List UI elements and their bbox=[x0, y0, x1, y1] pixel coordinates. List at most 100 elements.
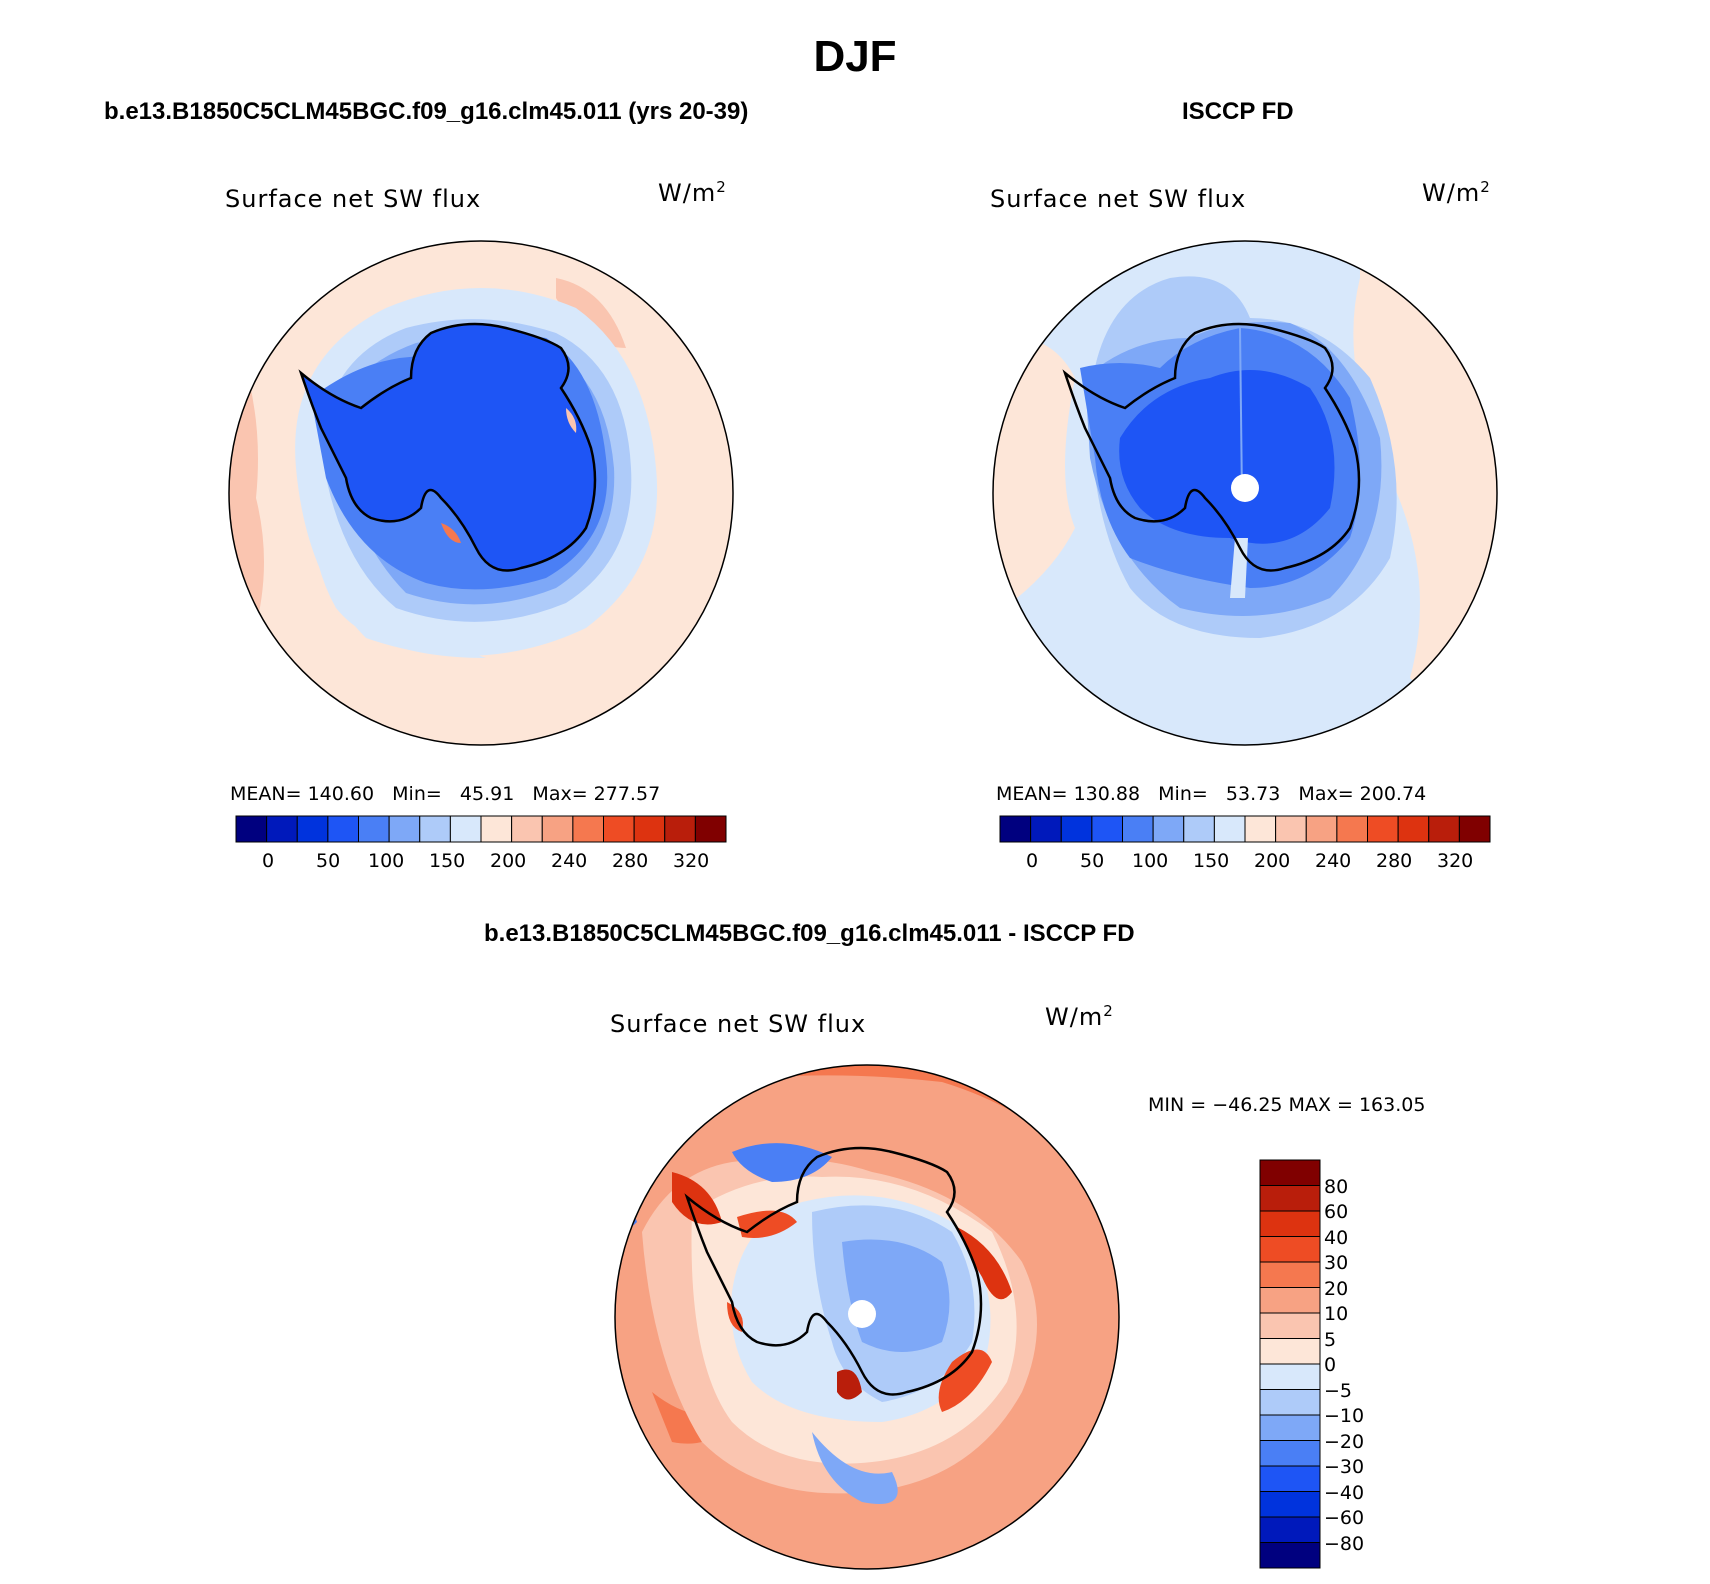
figure-season-title: DJF bbox=[813, 32, 897, 81]
colorbar-tick: −30 bbox=[1324, 1456, 1365, 1478]
colorbar-cell bbox=[1259, 1338, 1321, 1365]
colorbar-tick: 30 bbox=[1324, 1252, 1349, 1274]
diff-field-pos-patch bbox=[672, 1172, 722, 1225]
colorbar-tick: 280 bbox=[612, 850, 649, 872]
model-polar-map bbox=[228, 240, 734, 746]
colorbar-tick: 0 bbox=[1324, 1354, 1337, 1376]
colorbar-tick: 280 bbox=[1376, 850, 1413, 872]
diff-polar-map bbox=[614, 1064, 1120, 1570]
model-field-warm-patch bbox=[556, 278, 626, 348]
colorbar-tick: −40 bbox=[1324, 1482, 1365, 1504]
colorbar-tick: 320 bbox=[1437, 850, 1474, 872]
obs-field-interior-25 bbox=[1119, 370, 1335, 544]
model-field-warm-patch bbox=[441, 523, 461, 543]
colorbar-cell bbox=[388, 815, 421, 843]
colorbar-cell bbox=[327, 815, 360, 843]
model-map-boundary bbox=[228, 240, 734, 746]
colorbar-cell bbox=[1152, 815, 1185, 843]
colorbar-cell bbox=[1367, 815, 1399, 843]
colorbar-cell bbox=[1259, 1516, 1321, 1543]
diff-units-label: W/m2 bbox=[1045, 1002, 1114, 1031]
colorbar-cell bbox=[603, 815, 635, 843]
colorbar-cell bbox=[1259, 1261, 1321, 1288]
diff-field-pos-patch bbox=[837, 1369, 862, 1400]
colorbar-tick: −60 bbox=[1324, 1507, 1365, 1529]
colorbar-cell bbox=[1060, 815, 1093, 843]
diff-pole-missing-data bbox=[848, 1300, 876, 1328]
colorbar-tick: 60 bbox=[1324, 1201, 1349, 1223]
model-colorbar bbox=[235, 815, 727, 843]
model-antarctic-interior bbox=[301, 324, 595, 571]
colorbar-cell bbox=[633, 815, 666, 843]
colorbar-cell bbox=[1259, 1440, 1321, 1467]
colorbar-tick: 50 bbox=[316, 850, 341, 872]
diff-field-neg-patch bbox=[812, 1432, 898, 1504]
colorbar-tick: 5 bbox=[1324, 1329, 1337, 1351]
obs-field-seam bbox=[1239, 327, 1243, 499]
colorbar-cell bbox=[1122, 815, 1154, 843]
colorbar-cell bbox=[1030, 815, 1062, 843]
colorbar-cell bbox=[1183, 815, 1215, 843]
diff-panel-title: b.e13.B1850C5CLM45BGC.f09_g16.clm45.011 … bbox=[484, 920, 1135, 947]
colorbar-tick: 100 bbox=[1132, 850, 1169, 872]
model-variable-label: Surface net SW flux bbox=[225, 185, 482, 213]
colorbar-cell bbox=[1259, 1159, 1321, 1186]
diff-field-pos-patch bbox=[957, 1227, 1012, 1300]
colorbar-cell bbox=[449, 815, 482, 843]
colorbar-cell bbox=[664, 815, 696, 843]
obs-colorbar-ticks: 0 50 100 150 200 240 280 320 bbox=[1000, 850, 1490, 874]
diff-stats-text: MIN = −46.25 MAX = 163.05 bbox=[1148, 1094, 1426, 1116]
colorbar-tick: 0 bbox=[262, 850, 275, 872]
obs-panel-title: ISCCP FD bbox=[1182, 98, 1294, 125]
model-panel-title: b.e13.B1850C5CLM45BGC.f09_g16.clm45.011 … bbox=[104, 98, 749, 125]
colorbar-tick: −20 bbox=[1324, 1431, 1365, 1453]
obs-polar-map bbox=[992, 240, 1498, 746]
model-coastline bbox=[298, 322, 597, 572]
obs-coastline bbox=[1062, 322, 1361, 572]
colorbar-cell bbox=[1397, 815, 1430, 843]
colorbar-cell bbox=[1244, 815, 1277, 843]
colorbar-cell bbox=[1336, 815, 1369, 843]
colorbar-cell bbox=[1305, 815, 1338, 843]
colorbar-cell bbox=[296, 815, 329, 843]
model-stats-text: MEAN= 140.60 Min= 45.91 Max= 277.57 bbox=[230, 783, 661, 805]
obs-map-boundary bbox=[992, 240, 1498, 746]
colorbar-cell bbox=[419, 815, 451, 843]
colorbar-tick: 50 bbox=[1080, 850, 1105, 872]
diff-field-pos-patch bbox=[938, 1349, 992, 1412]
colorbar-cell bbox=[1259, 1210, 1321, 1237]
colorbar-cell bbox=[235, 815, 268, 843]
colorbar-cell bbox=[1213, 815, 1246, 843]
model-field-band-150 bbox=[309, 408, 486, 658]
colorbar-cell bbox=[1259, 1491, 1321, 1518]
obs-stats-text: MEAN= 130.88 Min= 53.73 Max= 200.74 bbox=[996, 783, 1427, 805]
model-units-label: W/m2 bbox=[658, 178, 727, 207]
colorbar-cell bbox=[1275, 815, 1307, 843]
colorbar-cell bbox=[358, 815, 390, 843]
colorbar-tick: 100 bbox=[368, 850, 405, 872]
obs-variable-label: Surface net SW flux bbox=[990, 185, 1247, 213]
colorbar-tick: 240 bbox=[1315, 850, 1352, 872]
colorbar-tick: 40 bbox=[1324, 1227, 1349, 1249]
colorbar-tick: −80 bbox=[1324, 1533, 1365, 1555]
colorbar-cell bbox=[1259, 1414, 1321, 1441]
colorbar-cell bbox=[1458, 815, 1491, 843]
colorbar-cell bbox=[511, 815, 543, 843]
colorbar-tick: 200 bbox=[490, 850, 527, 872]
colorbar-cell bbox=[1259, 1363, 1321, 1390]
colorbar-cell bbox=[1259, 1542, 1321, 1569]
colorbar-cell bbox=[999, 815, 1032, 843]
colorbar-cell bbox=[694, 815, 727, 843]
model-field-warm-patch bbox=[566, 408, 577, 433]
colorbar-cell bbox=[1259, 1287, 1321, 1314]
diff-field-pos-patch bbox=[737, 1210, 797, 1238]
model-colorbar-ticks: 0 50 100 150 200 240 280 320 bbox=[236, 850, 726, 874]
colorbar-tick: −10 bbox=[1324, 1405, 1365, 1427]
colorbar-cell bbox=[541, 815, 574, 843]
obs-field-warm-patch bbox=[993, 336, 1075, 618]
colorbar-tick: 10 bbox=[1324, 1303, 1349, 1325]
colorbar-cell bbox=[1259, 1185, 1321, 1212]
colorbar-tick: 20 bbox=[1324, 1278, 1349, 1300]
colorbar-cell bbox=[1259, 1312, 1321, 1339]
diff-field-band-20 bbox=[615, 1065, 1119, 1222]
